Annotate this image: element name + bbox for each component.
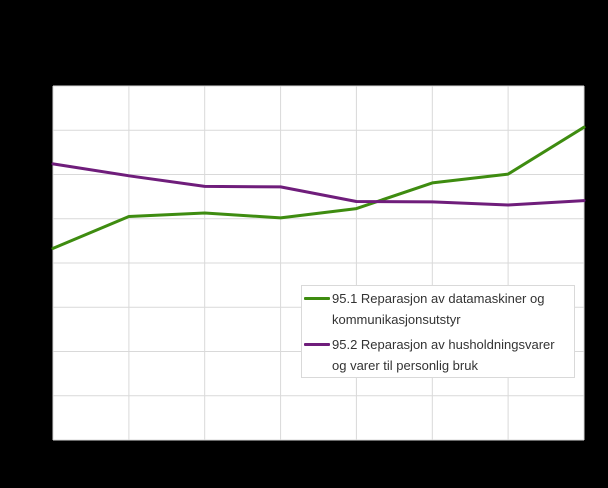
series-95-2-line-swatch-icon (304, 343, 330, 346)
legend-label-series-95-2: 95.2 Reparasjon av husholdningsvarer og … (332, 337, 555, 373)
legend-label-series-95-1: 95.1 Reparasjon av datamaskiner og kommu… (332, 291, 545, 327)
legend-item-series-95-1[interactable]: 95.1 Reparasjon av datamaskiner og kommu… (304, 288, 574, 330)
legend-item-series-95-2[interactable]: 95.2 Reparasjon av husholdningsvarer og … (304, 334, 574, 376)
chart-legend: 95.1 Reparasjon av datamaskiner og kommu… (301, 285, 575, 378)
series-95-1-line-swatch-icon (304, 297, 330, 300)
